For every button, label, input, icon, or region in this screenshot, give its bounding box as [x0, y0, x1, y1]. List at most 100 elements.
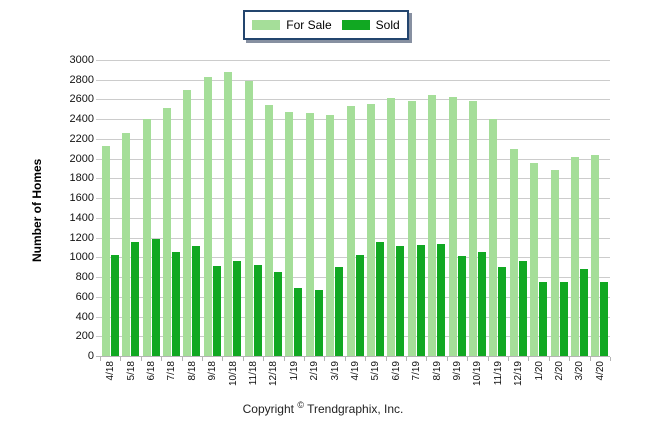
- bar-sold-11/18: [253, 265, 262, 356]
- legend-item-sold: Sold: [341, 18, 400, 32]
- bar-for-sale-4/19: [346, 106, 355, 356]
- x-tick-label-1/20: 1/20: [533, 361, 545, 381]
- bar-group-8/18: [182, 60, 202, 356]
- bar-group-6/19: [386, 60, 406, 356]
- bar-group-12/19: [508, 60, 528, 356]
- bar-group-8/19: [427, 60, 447, 356]
- x-axis-tick: [548, 357, 550, 361]
- x-axis-tick: [487, 357, 489, 361]
- gridline-2600: [96, 99, 610, 101]
- bar-for-sale-5/19: [366, 104, 375, 356]
- bar-sold-9/18: [212, 266, 221, 356]
- x-tick-label-11/19: 11/19: [492, 361, 504, 386]
- x-tick-label-3/20: 3/20: [574, 361, 586, 381]
- legend-label-for-sale: For Sale: [286, 18, 332, 32]
- bar-for-sale-11/18: [244, 80, 253, 356]
- y-tick-label-2200: 2200: [69, 132, 94, 145]
- bar-group-6/18: [141, 60, 161, 356]
- y-tick-label-2400: 2400: [69, 113, 94, 126]
- bar-sold-3/19: [335, 267, 344, 356]
- bar-group-4/18: [100, 60, 120, 356]
- bar-for-sale-12/19: [509, 148, 518, 356]
- bar-sold-9/19: [457, 256, 466, 356]
- x-axis-tick: [202, 357, 203, 361]
- x-tick-label-4/20: 4/20: [594, 361, 606, 381]
- x-axis-tick: [589, 357, 591, 361]
- x-tick-label-6/18: 6/18: [146, 361, 157, 381]
- x-axis-tick: [324, 357, 326, 361]
- bar-group-4/20: [590, 60, 610, 356]
- x-tick-label-10/19: 10/19: [472, 361, 484, 387]
- bar-sold-10/18: [233, 261, 242, 356]
- x-axis-tick: [365, 357, 367, 361]
- copyright-prefix: Copyright: [242, 402, 294, 416]
- x-axis-tick: [344, 357, 346, 361]
- bar-for-sale-6/18: [142, 119, 151, 356]
- bar-sold-12/19: [518, 261, 527, 356]
- x-tick-label-10/18: 10/18: [227, 361, 239, 387]
- x-tick-label-8/19: 8/19: [431, 361, 443, 381]
- x-axis-tick: [242, 357, 244, 361]
- bar-group-7/18: [161, 60, 181, 356]
- x-tick-label-7/19: 7/19: [411, 361, 423, 381]
- x-axis-tick: [283, 357, 285, 361]
- bar-for-sale-8/19: [428, 94, 437, 356]
- bar-sold-1/19: [294, 287, 303, 356]
- bar-for-sale-8/18: [183, 89, 192, 356]
- bar-for-sale-9/19: [448, 96, 457, 356]
- y-tick-label-1000: 1000: [69, 251, 94, 264]
- x-tick-label-6/19: 6/19: [390, 361, 402, 381]
- bar-group-5/19: [365, 60, 385, 356]
- bars-container: [100, 60, 610, 356]
- y-tick-label-0: 0: [87, 350, 94, 362]
- x-axis-tick: [140, 357, 142, 361]
- bar-sold-6/18: [151, 238, 160, 356]
- for-sale-swatch-icon: [252, 20, 281, 30]
- bar-group-12/18: [263, 60, 283, 356]
- bar-for-sale-1/19: [285, 112, 294, 356]
- x-axis-tick: [446, 357, 448, 361]
- bar-for-sale-4/18: [101, 145, 110, 356]
- x-tick-label-4/19: 4/19: [350, 361, 361, 381]
- gridline-3000: [96, 60, 610, 61]
- bar-group-4/19: [345, 60, 365, 356]
- bar-group-3/19: [324, 60, 344, 356]
- x-axis-tick: [426, 357, 428, 361]
- y-tick-label-1400: 1400: [69, 211, 94, 224]
- bar-sold-2/20: [559, 282, 568, 356]
- bar-sold-4/20: [600, 282, 609, 356]
- sold-swatch-icon: [341, 20, 370, 30]
- plot-area: [100, 60, 610, 356]
- bar-group-5/18: [120, 60, 140, 356]
- bar-group-9/18: [202, 60, 222, 356]
- gridline-2800: [96, 79, 610, 81]
- x-tick-label-7/18: 7/18: [166, 361, 178, 381]
- bar-for-sale-6/19: [387, 98, 396, 356]
- y-tick-label-3000: 3000: [69, 54, 94, 66]
- copyright-suffix: Trendgraphix, Inc.: [307, 402, 404, 416]
- bar-for-sale-7/18: [162, 108, 171, 356]
- bar-sold-2/19: [314, 289, 323, 356]
- x-axis-tick: [467, 357, 469, 361]
- x-tick-label-12/19: 12/19: [513, 361, 525, 387]
- x-tick-label-5/19: 5/19: [370, 361, 382, 381]
- x-axis-tick: [304, 357, 305, 361]
- bar-sold-12/18: [273, 272, 282, 356]
- x-axis-tick: [120, 357, 122, 361]
- bar-for-sale-9/18: [203, 76, 212, 356]
- x-axis-tick: [610, 357, 611, 361]
- x-axis-tick: [100, 357, 101, 361]
- bar-sold-3/20: [580, 269, 589, 356]
- x-axis-line: [96, 356, 610, 357]
- bar-sold-4/18: [110, 255, 119, 356]
- x-axis-tick: [181, 357, 183, 361]
- bar-for-sale-2/19: [305, 113, 314, 356]
- bar-sold-8/19: [437, 243, 446, 356]
- bar-group-1/19: [284, 60, 304, 356]
- y-tick-label-1800: 1800: [69, 172, 94, 185]
- x-tick-label-4/18: 4/18: [105, 361, 117, 381]
- bar-sold-5/18: [131, 241, 140, 356]
- bar-sold-7/18: [171, 252, 180, 356]
- bar-sold-1/20: [539, 282, 548, 356]
